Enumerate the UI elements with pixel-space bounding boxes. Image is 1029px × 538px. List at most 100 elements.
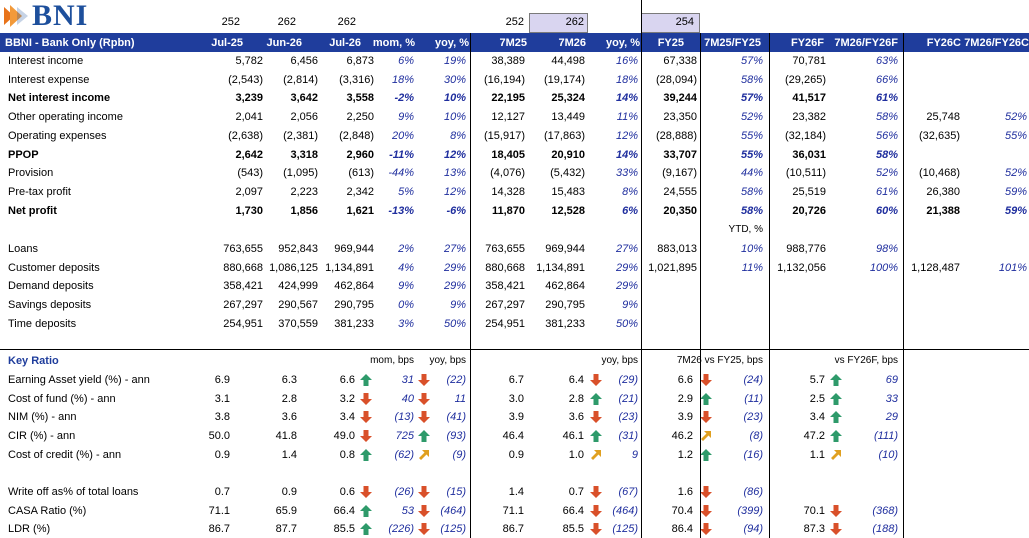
table-cell: 1,086,125 <box>269 262 318 274</box>
table-cell: 4% <box>398 262 414 274</box>
table-cell: 67,338 <box>663 55 697 67</box>
top-count: 262 <box>277 16 296 28</box>
table-cell: 40 <box>401 393 414 405</box>
down-arrow-icon <box>830 505 842 517</box>
table-cell: 9% <box>398 280 414 292</box>
table-cell: (16) <box>743 449 763 461</box>
table-cell: 6,873 <box>346 55 374 67</box>
bni-logo: BNI <box>2 1 88 31</box>
table-cell: 1,128,487 <box>911 262 960 274</box>
table-cell: 33,707 <box>663 149 697 161</box>
ratio-subheader: 7M26 vs FY25, bps <box>676 355 763 366</box>
table-cell: 86.4 <box>671 523 693 535</box>
header-6: 7M25 <box>499 37 527 49</box>
table-cell: 381,233 <box>545 318 585 330</box>
table-cell: 2,342 <box>346 186 374 198</box>
down-arrow-icon <box>418 393 430 405</box>
table-cell: 58% <box>875 149 898 161</box>
table-cell: 87.3 <box>803 523 825 535</box>
table-cell: (2,848) <box>339 130 374 142</box>
table-cell: 1.4 <box>508 486 524 498</box>
up-arrow-icon <box>830 393 842 405</box>
table-cell: (399) <box>737 505 763 517</box>
table-cell: 3.8 <box>214 411 230 423</box>
table-cell: 3.1 <box>214 393 230 405</box>
table-cell: 61% <box>875 92 898 104</box>
table-cell: 10% <box>740 243 763 255</box>
table-cell: 3.6 <box>568 411 584 423</box>
table-cell: 763,655 <box>223 243 263 255</box>
table-cell: 3,239 <box>235 92 263 104</box>
table-cell: 1.2 <box>677 449 693 461</box>
table-cell: 60% <box>875 205 898 217</box>
up-arrow-icon <box>590 430 602 442</box>
table-cell: 1,134,891 <box>325 262 374 274</box>
up-arrow-icon <box>360 523 372 535</box>
table-cell: 31 <box>401 374 414 386</box>
table-cell: (125) <box>440 523 466 535</box>
table-cell: 11,870 <box>491 205 525 217</box>
table-cell: (464) <box>612 505 638 517</box>
table-cell: 2,041 <box>235 111 263 123</box>
ratio-subheader: vs FY26F, bps <box>834 355 898 366</box>
down-arrow-icon <box>700 523 712 535</box>
table-cell: (22) <box>446 374 466 386</box>
table-cell: 14% <box>615 149 638 161</box>
table-cell: 58% <box>875 111 898 123</box>
table-cell: 58% <box>740 186 763 198</box>
table-cell: 462,864 <box>334 280 374 292</box>
header-12: 7M26/FY26F <box>834 37 898 49</box>
table-cell: 6.7 <box>508 374 524 386</box>
table-cell: (28,094) <box>656 74 697 86</box>
table-cell: 16% <box>615 55 638 67</box>
top-count: 252 <box>221 16 240 28</box>
table-cell: 254,951 <box>485 318 525 330</box>
row-label: Cost of credit (%) - ann <box>8 449 122 461</box>
table-cell: 3,318 <box>290 149 318 161</box>
down-arrow-icon <box>700 486 712 498</box>
row-label: Interest income <box>8 55 84 67</box>
up-arrow-icon <box>830 411 842 423</box>
table-cell: (9) <box>452 449 466 461</box>
top-count: 254 <box>675 16 694 28</box>
table-cell: 29% <box>443 280 466 292</box>
row-label: Operating expenses <box>8 130 107 142</box>
table-cell: 22,195 <box>491 92 525 104</box>
table-cell: 55% <box>740 149 763 161</box>
row-label: Savings deposits <box>8 299 92 311</box>
table-cell: 56% <box>875 130 898 142</box>
table-cell: 3.0 <box>508 393 524 405</box>
table-cell: 6.3 <box>281 374 297 386</box>
table-cell: 2,642 <box>235 149 263 161</box>
table-cell: 14,328 <box>491 186 525 198</box>
table-cell: 290,795 <box>545 299 585 311</box>
table-cell: 18,405 <box>491 149 525 161</box>
table-cell: 3% <box>398 318 414 330</box>
table-cell: 41,517 <box>792 92 826 104</box>
table-cell: 3.6 <box>281 411 297 423</box>
table-cell: 20,726 <box>792 205 826 217</box>
header-1: Jul-25 <box>211 37 243 49</box>
table-cell: 52% <box>1004 111 1027 123</box>
table-cell: (93) <box>446 430 466 442</box>
row-label: Loans <box>8 243 38 255</box>
table-cell: 0.8 <box>339 449 355 461</box>
table-cell: 2.9 <box>677 393 693 405</box>
table-cell: (16,194) <box>484 74 525 86</box>
up-arrow-icon <box>360 505 372 517</box>
table-cell: (17,863) <box>544 130 585 142</box>
table-cell: 3.2 <box>339 393 355 405</box>
table-cell: (13) <box>394 411 414 423</box>
table-cell: 87.7 <box>275 523 297 535</box>
down-arrow-icon <box>418 411 430 423</box>
table-cell: (2,814) <box>283 74 318 86</box>
table-cell: 12% <box>443 149 466 161</box>
diagonal-arrow-icon <box>590 449 602 461</box>
diagonal-arrow-icon <box>700 430 712 442</box>
table-cell: (29,265) <box>785 74 826 86</box>
table-cell: (188) <box>872 523 898 535</box>
table-cell: 1,621 <box>346 205 374 217</box>
table-cell: 52% <box>875 167 898 179</box>
down-arrow-icon <box>700 411 712 423</box>
ratio-subheader: yoy, bps <box>601 355 639 366</box>
